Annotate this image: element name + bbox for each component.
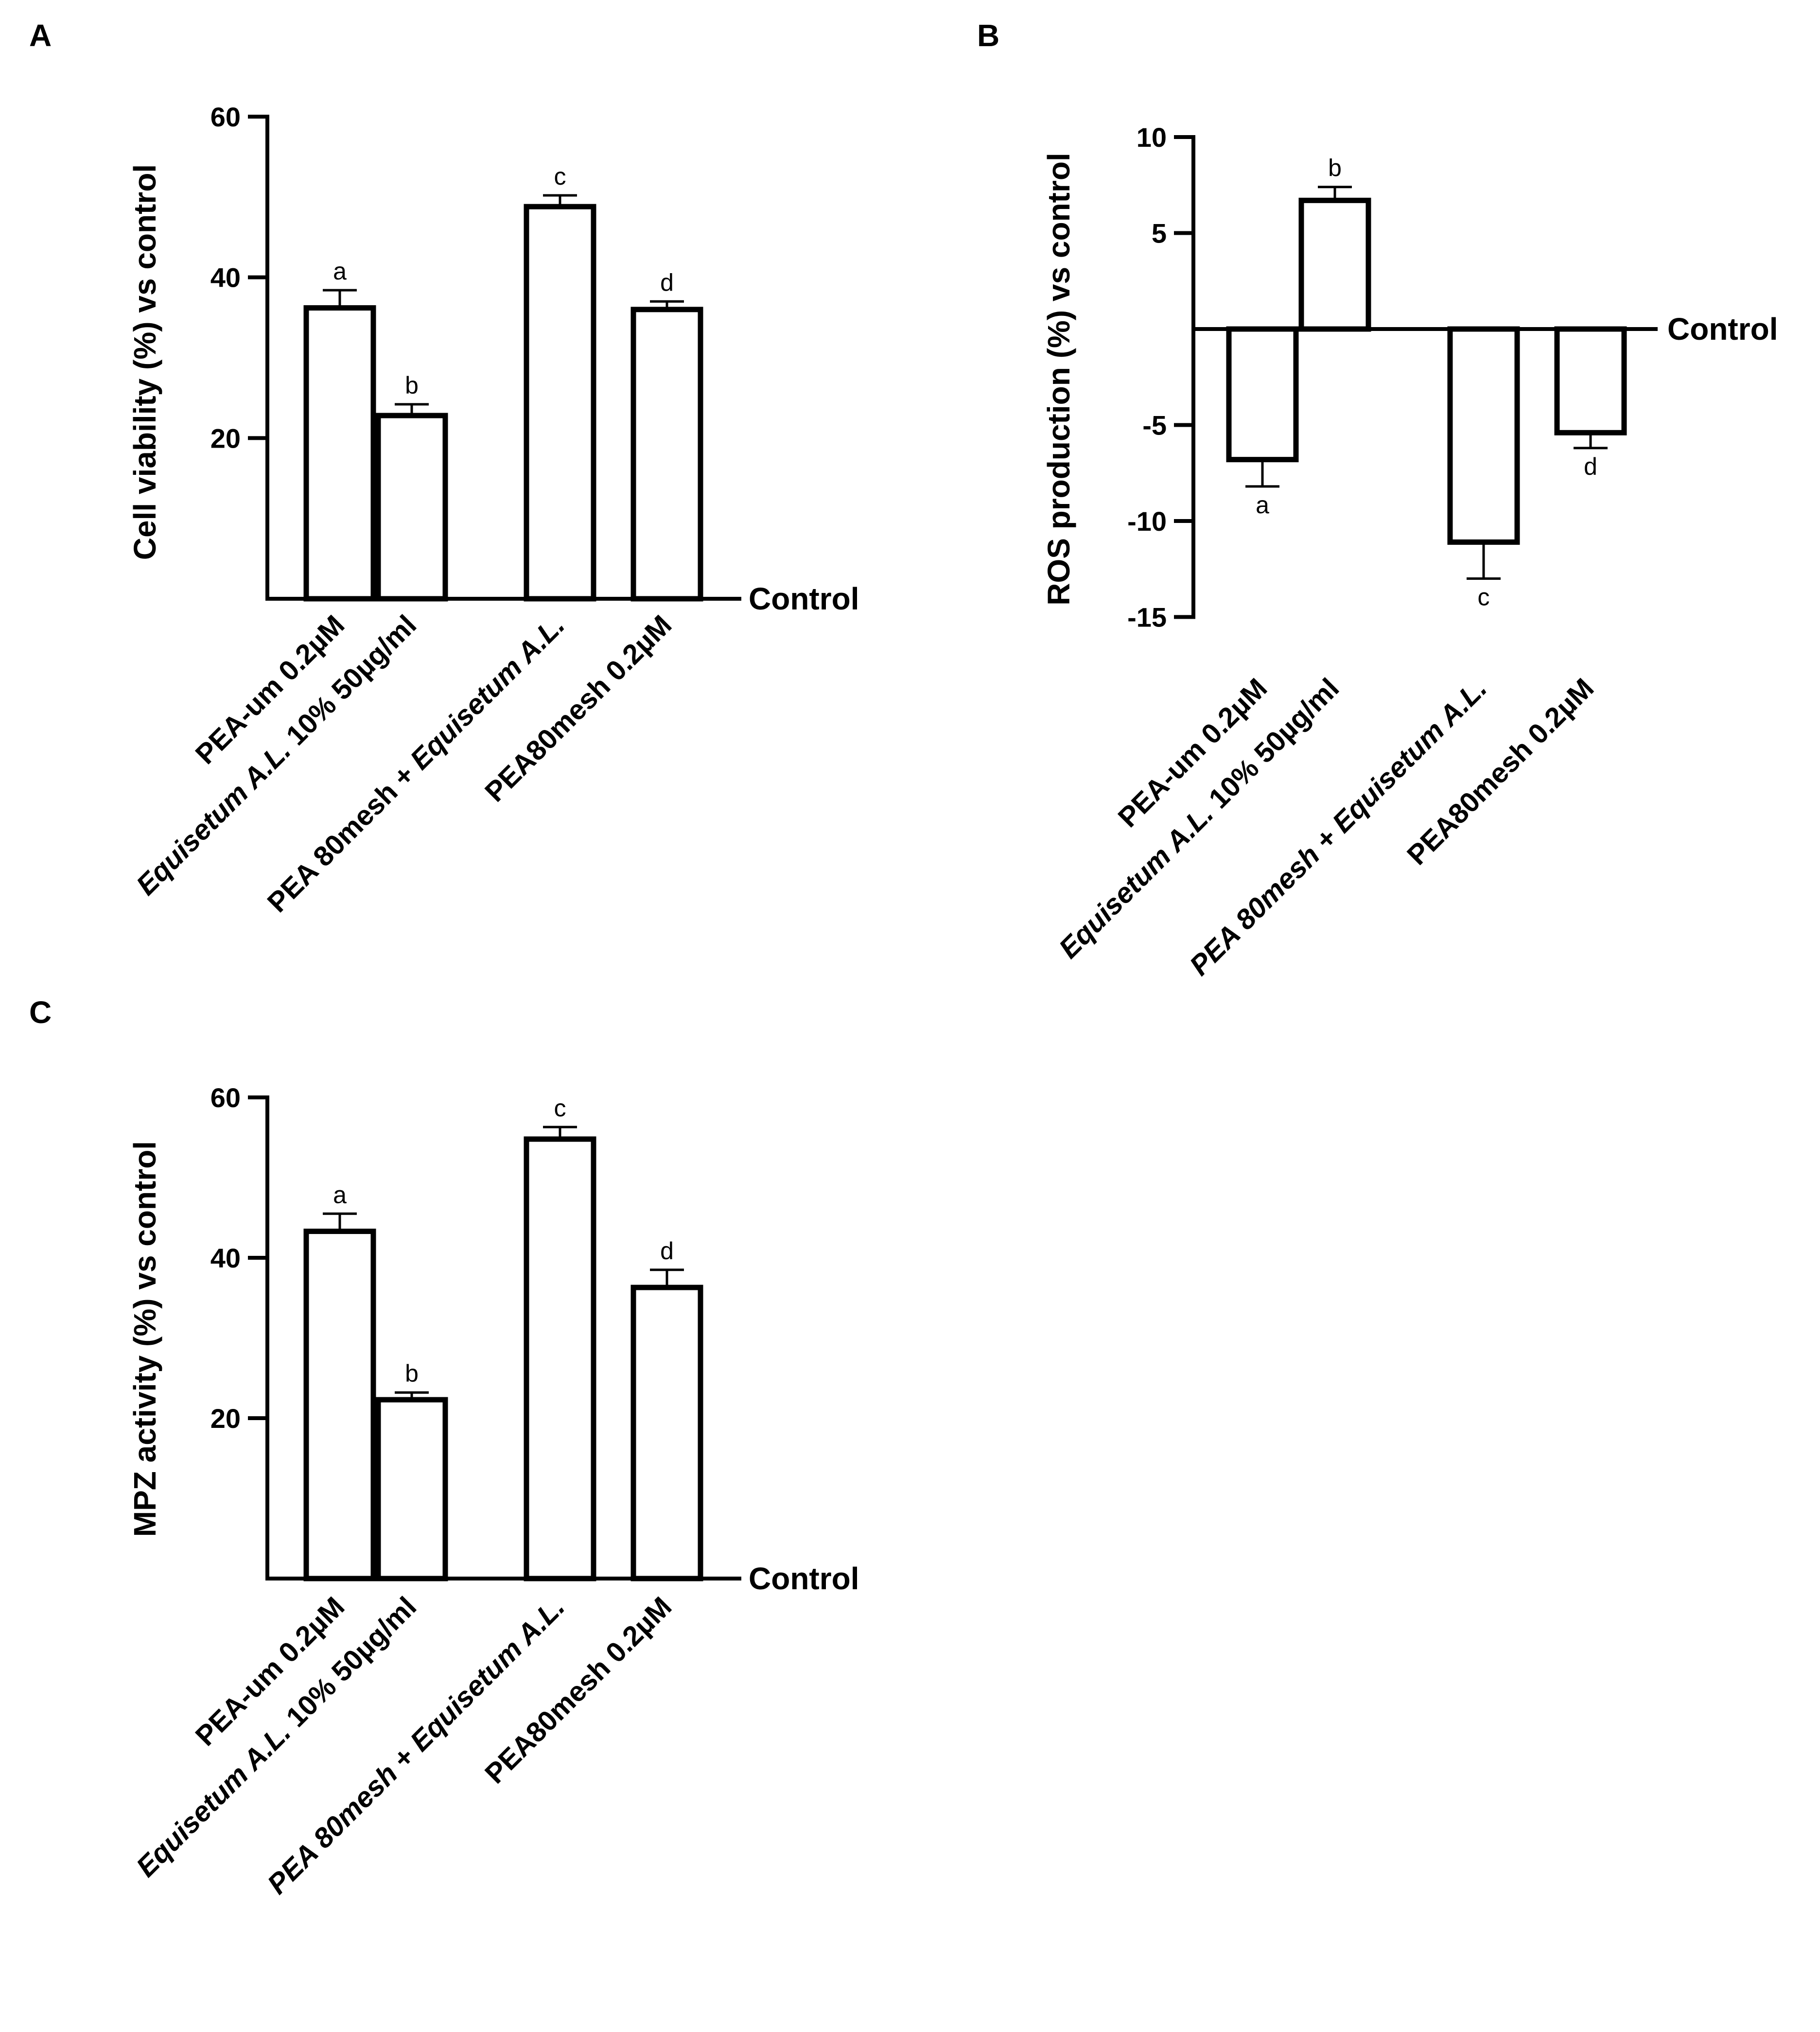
y-axis-title: ROS production (%) vs control xyxy=(1041,153,1076,606)
bar xyxy=(1554,326,1627,435)
category-label-part: PEA 80mesh xyxy=(262,1758,404,1900)
y-tick-label: 10 xyxy=(1137,122,1167,153)
y-tick-label: 20 xyxy=(210,1403,241,1434)
bar xyxy=(1298,197,1371,332)
bar xyxy=(524,204,596,602)
y-tick-label: -15 xyxy=(1127,602,1167,633)
category-label-part: PEA80mesh 0.2µM xyxy=(1401,672,1600,871)
y-tick-label: 40 xyxy=(210,1243,241,1273)
bar xyxy=(303,305,376,602)
bar xyxy=(1447,326,1520,545)
y-axis-title: Cell viability (%) vs control xyxy=(127,164,162,560)
significance-label: a xyxy=(1256,491,1269,519)
bar xyxy=(375,1397,448,1581)
significance-label: d xyxy=(660,269,674,296)
panel-c: C 20 40 60 MPZ activity (%) vs control Contro… xyxy=(29,995,859,1900)
category-label: Equisetum A.L. 10% 50µg/ml xyxy=(130,609,422,901)
significance-label: a xyxy=(333,1181,347,1208)
significance-label: c xyxy=(554,1094,566,1122)
panel-letter: A xyxy=(29,18,52,53)
category-label: PEA80mesh 0.2µM xyxy=(479,1591,678,1789)
control-label: Control xyxy=(1667,312,1778,347)
y-axis-title: MPZ activity (%) vs control xyxy=(127,1141,162,1537)
bar xyxy=(303,1229,376,1581)
panel-letter: C xyxy=(29,995,52,1030)
y-tick-label: 5 xyxy=(1152,218,1167,249)
significance-label: b xyxy=(405,372,419,399)
category-label-part: PEA80mesh 0.2µM xyxy=(479,1591,678,1789)
significance-label: a xyxy=(333,258,347,285)
category-label-part: PEA80mesh 0.2µM xyxy=(479,609,678,808)
bar xyxy=(524,1136,596,1581)
panel-b: B 10 5 -5 -10 -15 ROS production (%) vs contro… xyxy=(977,18,1778,982)
category-label: Equisetum A.L. 10% 50µg/ml xyxy=(1053,672,1345,964)
category-label: PEA80mesh 0.2µM xyxy=(1401,672,1600,871)
panel-letter: B xyxy=(977,18,999,53)
control-label: Control xyxy=(749,1561,859,1596)
significance-label: c xyxy=(1478,584,1490,611)
panel-a: A 20 40 60 Cell viability (%) vs control Cont… xyxy=(29,18,859,919)
significance-label: b xyxy=(405,1360,419,1387)
bar xyxy=(375,413,448,602)
y-tick-label: -10 xyxy=(1127,506,1167,537)
y-tick-label: 20 xyxy=(210,423,241,453)
category-label: Equisetum A.L. 10% 50µg/ml xyxy=(130,1591,422,1883)
y-tick-label: 60 xyxy=(210,102,241,132)
y-tick-label: -5 xyxy=(1142,410,1167,441)
bar xyxy=(630,307,703,602)
bar xyxy=(630,1285,703,1581)
significance-label: d xyxy=(1584,453,1597,480)
y-tick-label: 60 xyxy=(210,1082,241,1113)
bar xyxy=(1226,326,1299,463)
control-label: Control xyxy=(749,581,859,616)
category-label-part: PEA 80mesh + xyxy=(262,753,427,919)
category-label: PEA80mesh 0.2µM xyxy=(479,609,678,808)
y-tick-label: 40 xyxy=(210,262,241,293)
significance-label: c xyxy=(554,163,566,190)
significance-label: d xyxy=(660,1237,674,1265)
significance-label: b xyxy=(1328,155,1342,182)
